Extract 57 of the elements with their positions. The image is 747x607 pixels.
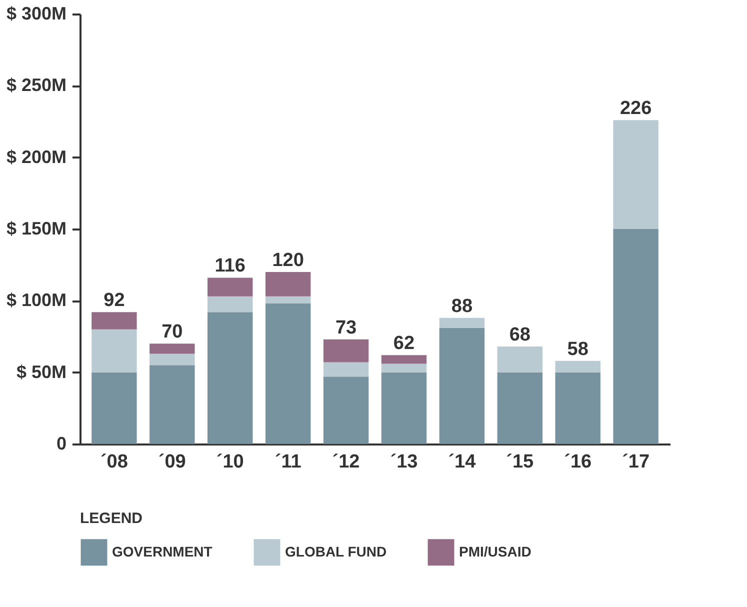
x-tick-label: ´15 <box>506 452 534 472</box>
legend-label: GLOBAL FUND <box>285 543 387 560</box>
total-label: 62 <box>393 333 415 354</box>
legend-label: GOVERNMENT <box>112 543 213 560</box>
total-label: 120 <box>272 250 304 271</box>
total-label: 116 <box>214 256 246 277</box>
bar <box>92 372 137 444</box>
bar <box>439 328 485 444</box>
bar <box>265 272 311 296</box>
bar <box>381 372 427 444</box>
legend-label: PMI/USAID <box>459 543 532 560</box>
bar <box>265 296 311 304</box>
y-tick-label: 0 <box>56 434 66 454</box>
x-tick-label: ´17 <box>622 452 650 472</box>
bar <box>613 229 658 444</box>
total-label: 68 <box>509 324 530 346</box>
bar <box>208 296 253 312</box>
bar <box>323 339 369 362</box>
bar <box>150 354 195 366</box>
x-tick-label: ´11 <box>274 452 302 472</box>
total-label: 88 <box>451 296 473 317</box>
x-tick-label: ´12 <box>332 452 360 472</box>
x-tick-label: ´09 <box>158 452 186 472</box>
y-tick-label: $ 300M <box>6 4 66 24</box>
bar <box>439 318 485 328</box>
bar <box>323 376 369 444</box>
y-tick-label: $ 50M <box>16 362 66 382</box>
y-tick-label: $ 150M <box>6 218 66 238</box>
bar <box>92 312 137 330</box>
total-label: 58 <box>567 338 588 360</box>
bar <box>150 344 195 354</box>
total-label: 70 <box>162 322 183 343</box>
bar <box>497 346 542 372</box>
bar <box>323 362 369 377</box>
y-tick-label: $ 200M <box>6 146 66 167</box>
bar <box>381 364 427 372</box>
x-tick-label: ´08 <box>100 452 128 472</box>
y-tick-label: $ 250M <box>6 75 66 96</box>
bar <box>265 304 311 444</box>
total-label: 92 <box>104 290 125 312</box>
bar <box>555 372 600 444</box>
bar <box>497 372 542 444</box>
x-tick-label: ´13 <box>390 452 418 472</box>
bar <box>208 312 253 444</box>
legend-title: LEGEND <box>80 510 143 527</box>
total-label: 226 <box>620 98 652 120</box>
bar <box>613 120 658 229</box>
x-tick-label: ´10 <box>216 452 244 472</box>
bar <box>150 365 195 444</box>
bar <box>381 355 427 364</box>
bar <box>555 360 600 372</box>
total-label: 73 <box>335 317 357 338</box>
y-tick-label: $ 100M <box>6 290 66 310</box>
bar <box>208 278 253 296</box>
x-tick-label: ´14 <box>448 452 476 472</box>
bar <box>92 329 137 372</box>
x-tick-label: ´16 <box>564 452 592 472</box>
